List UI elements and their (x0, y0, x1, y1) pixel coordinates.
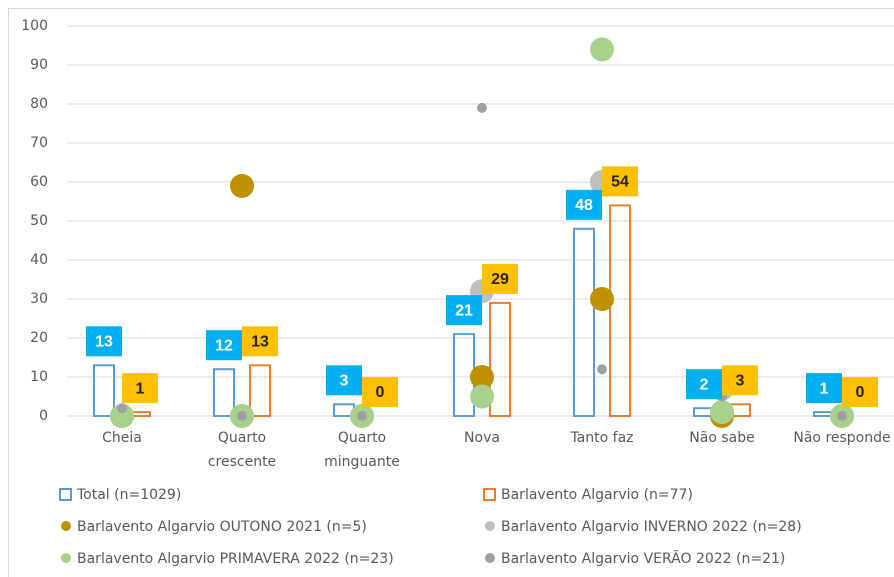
data-label: 12 (215, 337, 233, 354)
dot (110, 404, 134, 428)
legend-swatch (483, 488, 496, 501)
x-tick-label: Nova (464, 430, 500, 446)
bar (573, 227, 595, 417)
y-tick-label: 80 (30, 96, 48, 112)
legend-label: Barlavento Algarvio OUTONO 2021 (n=5) (77, 519, 367, 535)
dot (477, 102, 487, 113)
dot (590, 37, 614, 62)
x-tick-label: Cheia (102, 430, 142, 446)
y-tick-label: 70 (30, 135, 48, 151)
y-tick-label: 50 (30, 213, 48, 229)
x-tick-label: Quarto crescente (208, 430, 276, 470)
dot (710, 400, 734, 425)
data-label: 1 (136, 380, 145, 397)
bar (489, 301, 511, 417)
data-label-box (86, 326, 122, 357)
dot (237, 411, 247, 421)
bar (213, 368, 235, 418)
data-label: 21 (455, 302, 473, 319)
legend-swatch (485, 553, 495, 563)
data-label-box (602, 166, 638, 197)
data-label-box (242, 326, 278, 357)
dot (590, 287, 614, 311)
data-label: 3 (736, 373, 745, 390)
data-label-box (206, 330, 242, 361)
legend-label: Barlavento Algarvio VERÃO 2022 (n=21) (501, 550, 785, 567)
dot (357, 411, 367, 421)
data-label-box (842, 377, 878, 407)
data-label: 48 (575, 197, 593, 214)
legend-swatch (61, 521, 71, 531)
data-label-box (722, 365, 758, 396)
data-label: 0 (376, 384, 385, 401)
dot (470, 384, 494, 409)
data-label: 29 (491, 271, 509, 288)
legend-label: Total (n=1029) (76, 487, 181, 503)
data-label: 3 (340, 373, 349, 390)
data-label: 0 (856, 384, 865, 401)
y-tick-label: 30 (30, 291, 48, 307)
x-tick-label: Quarto minguante (324, 430, 400, 470)
legend-label: Barlavento Algarvio (n=77) (501, 487, 693, 503)
data-label-box (446, 295, 482, 326)
y-tick-label: 40 (30, 252, 48, 268)
data-label: 13 (95, 334, 113, 351)
data-label: 54 (611, 174, 629, 191)
bar (93, 364, 115, 417)
data-label: 13 (251, 334, 269, 351)
legend-label: Barlavento Algarvio INVERNO 2022 (n=28) (501, 519, 802, 535)
data-label: 1 (820, 380, 829, 397)
dot (230, 173, 254, 198)
dot (470, 365, 494, 389)
y-tick-label: 20 (30, 330, 48, 346)
legend-swatch (59, 488, 72, 501)
chart-border (8, 8, 894, 577)
data-label-box (806, 373, 842, 404)
bar (249, 364, 271, 417)
dot (117, 403, 127, 414)
x-tick-label: Tanto faz (569, 430, 633, 446)
data-label-box (362, 377, 398, 407)
data-label-box (686, 369, 722, 400)
data-label: 2 (700, 376, 709, 393)
y-tick-label: 100 (21, 18, 48, 34)
bar (609, 204, 631, 417)
data-label-box (122, 373, 158, 404)
y-tick-label: 0 (39, 408, 48, 424)
legend-swatch (61, 553, 71, 563)
data-label-box (566, 189, 602, 220)
legend-swatch (485, 521, 495, 531)
data-label-box (326, 365, 362, 396)
x-tick-label: Não responde (793, 430, 890, 446)
x-tick-label: Não sabe (689, 430, 754, 446)
legend-label: Barlavento Algarvio PRIMAVERA 2022 (n=23… (77, 551, 394, 567)
data-label-box (482, 263, 518, 294)
y-tick-label: 60 (30, 174, 48, 190)
dot (837, 411, 847, 421)
y-tick-label: 10 (30, 369, 48, 385)
dot (597, 364, 607, 375)
y-tick-label: 90 (30, 57, 48, 73)
